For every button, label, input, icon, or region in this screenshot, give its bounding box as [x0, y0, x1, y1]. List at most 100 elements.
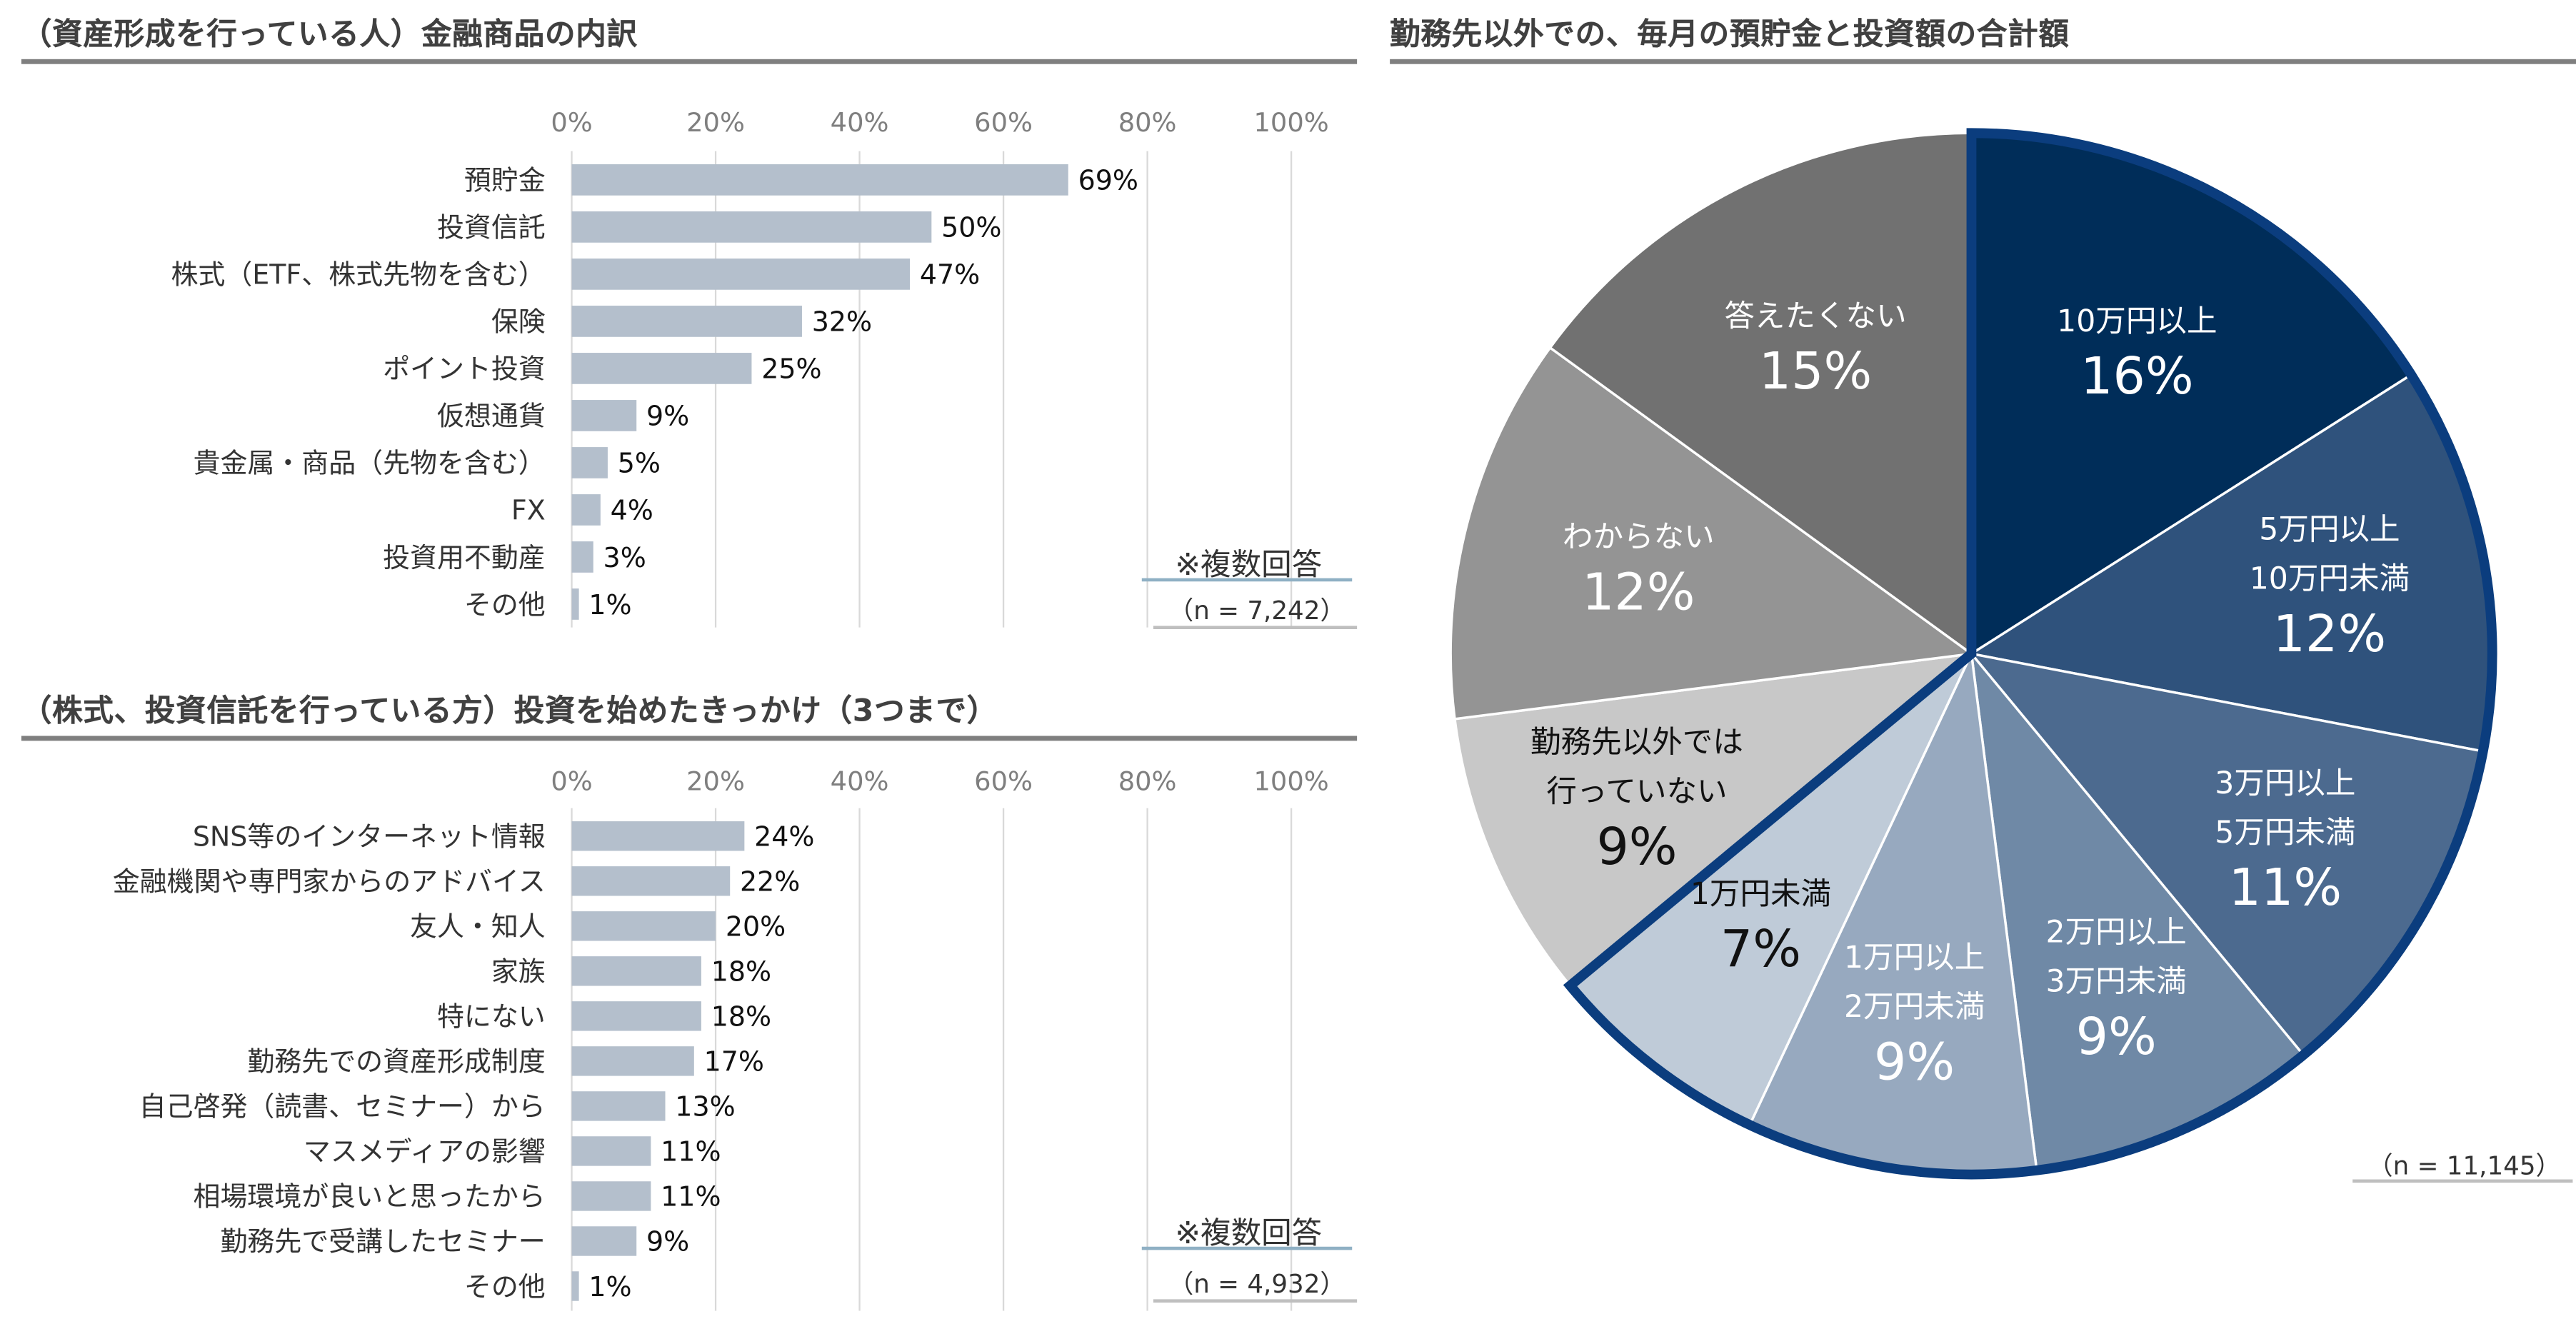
bar2-category-label: 勤務先で受講したセミナー — [220, 1226, 545, 1258]
bar1-category-label: 投資信託 — [437, 212, 546, 244]
bar2-tick-label: 20% — [686, 766, 745, 796]
bar2-value-label: 22% — [740, 866, 800, 898]
bar1-category-label: FX — [511, 495, 546, 526]
pie-slice-value: 16% — [2080, 346, 2193, 406]
bar1-bar — [571, 541, 593, 573]
left-top-title-rule — [21, 59, 1358, 64]
bar1-category-label: 貴金属・商品（先物を含む） — [194, 448, 546, 479]
bar1-value-label: 5% — [618, 448, 661, 479]
pie-slice-label: 5万円未満 — [2215, 816, 2355, 851]
bar2-value-label: 11% — [661, 1181, 721, 1213]
bar1-bar — [571, 447, 608, 478]
bar1-tick-label: 0% — [551, 107, 592, 138]
pie-slice-label: 3万円以上 — [2215, 766, 2355, 801]
left-top-title: （資産形成を行っている人）金融商品の内訳 — [21, 18, 638, 53]
bar1-tick-label: 100% — [1254, 107, 1329, 138]
bar1-bar — [571, 400, 637, 431]
bar1-category-label: 保険 — [491, 306, 546, 338]
bar2-value-label: 20% — [726, 911, 786, 943]
pie-slice-label: 2万円以上 — [2046, 915, 2187, 950]
bar1-tick-label: 60% — [974, 107, 1033, 138]
bar2-category-label: 家族 — [491, 956, 546, 988]
pie-slice-value: 7% — [1720, 919, 1801, 978]
bar1-tick-label: 20% — [686, 107, 745, 138]
bar2-bar — [571, 1136, 651, 1166]
bar1-value-label: 32% — [812, 306, 872, 338]
pie-slice-label: 3万円未満 — [2046, 964, 2187, 999]
bar2-bar — [571, 956, 701, 986]
bar-chart-investment-triggers: 0% 20% 40% 60% 80% 100% SNS等のインターネット情報 24% 金融機関や… — [113, 766, 1329, 1311]
bar2-bar — [571, 866, 731, 896]
bar2-value-label: 1% — [588, 1271, 631, 1303]
pie-slice-label: 10万円未満 — [2250, 561, 2410, 596]
pie-highlight-outline — [1563, 128, 2497, 1180]
bar1-value-label: 47% — [920, 259, 980, 291]
right-title: 勤務先以外での、毎月の預貯金と投資額の合計額 — [1390, 18, 2070, 53]
bar2-bar — [571, 1091, 666, 1121]
bar1-bar — [571, 588, 579, 620]
bar1-category-label: その他 — [464, 589, 546, 621]
bar2-category-label: 相場環境が良いと思ったから — [194, 1181, 546, 1213]
bar1-value-label: 4% — [611, 495, 653, 526]
left-top-sample-size: （n = 7,242） — [1168, 596, 1345, 626]
bar2-tick-label: 100% — [1254, 766, 1329, 796]
pie-slice-label: 5万円以上 — [2259, 512, 2400, 547]
pie-slice-value: 11% — [2229, 858, 2342, 917]
bar1-category-label: 預貯金 — [464, 165, 546, 196]
bar1-bar — [571, 494, 601, 526]
bar1-value-label: 69% — [1078, 165, 1138, 196]
bar2-tick-label: 40% — [831, 766, 889, 796]
bar2-bar — [571, 1271, 579, 1301]
bar2-value-label: 9% — [646, 1226, 689, 1258]
bar1-bar — [571, 211, 932, 243]
bar1-bar — [571, 164, 1068, 196]
bar1-bar — [571, 259, 911, 290]
bar2-value-label: 17% — [704, 1046, 764, 1078]
pie-slice-value: 9% — [1596, 817, 1677, 876]
bar2-value-label: 18% — [711, 956, 771, 988]
pie-slice-label: 2万円未満 — [1844, 990, 1985, 1025]
pie-slice — [1548, 131, 1973, 656]
pie-slice-label: わからない — [1563, 520, 1715, 555]
bar1-tick-label: 80% — [1118, 107, 1177, 138]
bar2-category-label: 自己啓発（読書、セミナー）から — [139, 1091, 546, 1123]
pie-slice-value: 12% — [2273, 604, 2386, 663]
right-sample-size: （n = 11,145） — [2367, 1152, 2561, 1181]
bar1-category-label: 仮想通貨 — [437, 401, 546, 432]
bar1-category-label: 投資用不動産 — [383, 542, 546, 573]
bar2-category-label: その他 — [464, 1271, 546, 1303]
left-bottom-sample-size: （n = 4,932） — [1168, 1270, 1345, 1299]
bar2-value-label: 13% — [675, 1091, 735, 1123]
pie-slice-label: 行っていない — [1546, 775, 1727, 810]
pie-slice-label: 答えたくない — [1724, 299, 1906, 334]
bar2-bar — [571, 911, 716, 941]
bar2-value-label: 11% — [661, 1136, 721, 1168]
pie-slice-value: 9% — [1874, 1033, 1955, 1092]
bar2-bar — [571, 1046, 694, 1076]
pie-slice — [1453, 651, 1976, 988]
bar2-category-label: 友人・知人 — [410, 911, 546, 943]
bar2-value-label: 18% — [711, 1001, 771, 1033]
bar1-value-label: 25% — [761, 353, 821, 385]
bar1-category-label: ポイント投資 — [383, 353, 546, 385]
pie-slice-label: 10万円以上 — [2057, 304, 2217, 339]
bar2-category-label: 金融機関や専門家からのアドバイス — [113, 866, 546, 898]
bar1-tick-label: 40% — [831, 107, 889, 138]
bar2-category-label: SNS等のインターネット情報 — [193, 821, 546, 853]
pie-slice-label: 1万円以上 — [1844, 941, 1985, 976]
left-top-multiple-answer-note: ※複数回答 — [1175, 548, 1322, 583]
left-bottom-title-rule — [21, 736, 1358, 741]
bar2-category-label: 勤務先での資産形成制度 — [247, 1046, 545, 1078]
bar1-category-label: 株式（ETF、株式先物を含む） — [171, 259, 545, 291]
bar2-tick-label: 80% — [1118, 766, 1177, 796]
left-bottom-title: （株式、投資信託を行っている方）投資を始めたきっかけ（3つまで） — [21, 694, 998, 730]
bar2-value-label: 24% — [754, 821, 814, 853]
bar1-bar — [571, 353, 752, 384]
bar1-value-label: 3% — [603, 542, 646, 573]
bar-chart-financial-products: 0% 20% 40% 60% 80% 100% 預貯金 69% 投資信託 50% 株式（ETF、株式… — [171, 107, 1329, 628]
pie-slice-value: 9% — [2076, 1007, 2157, 1066]
chart-notes: ※複数回答 （n = 7,242） ※複数回答 （n = 4,932） （n = 11,… — [1141, 548, 2573, 1303]
bar2-bar — [571, 1226, 637, 1256]
